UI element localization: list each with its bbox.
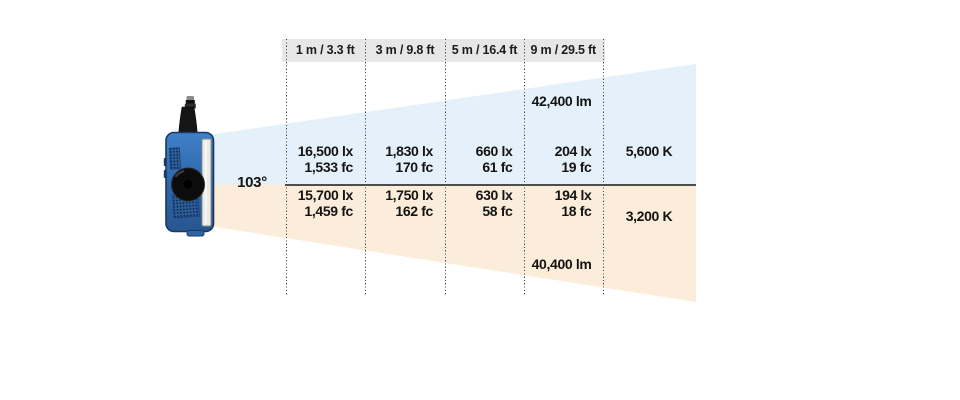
fc-5600k-1m: 1,533 fc — [304, 159, 353, 175]
fc-3200k-3m: 162 fc — [395, 203, 433, 219]
fc-5600k-9m: 19 fc — [561, 159, 592, 175]
gridline-9m — [524, 39, 525, 296]
cct-label-3200k: 3,200 K — [625, 208, 673, 224]
distance-header-band — [282, 39, 605, 62]
vent-grille-upper — [169, 147, 181, 170]
lumens-5600k: 42,400 lm — [531, 93, 592, 109]
fc-3200k-5m: 58 fc — [482, 203, 513, 219]
cct-label-5600k: 5,600 K — [625, 143, 673, 159]
gridline-3m — [365, 39, 366, 296]
fc-3200k-9m: 18 fc — [561, 203, 592, 219]
distance-header-1m: 1 m / 3.3 ft — [295, 43, 355, 57]
distance-header-5m: 5 m / 16.4 ft — [451, 43, 518, 57]
beam-angle-label: 103° — [237, 174, 267, 191]
gridline-5m — [444, 39, 446, 296]
lux-3200k-5m: 630 lx — [475, 187, 513, 203]
gridline-end — [602, 39, 604, 296]
fc-5600k-3m: 170 fc — [395, 159, 433, 175]
gridline-1m — [285, 39, 287, 296]
beam-cool-area — [209, 64, 696, 185]
beam-warm-area — [209, 184, 696, 302]
fc-5600k-5m: 61 fc — [482, 159, 513, 175]
distance-header-3m: 3 m / 9.8 ft — [375, 43, 435, 57]
fixture-foot — [186, 230, 205, 237]
lux-3200k-3m: 1,750 lx — [385, 187, 433, 203]
cct-divider-line — [285, 183, 696, 186]
lux-5600k-3m: 1,830 lx — [385, 143, 433, 159]
lux-5600k-1m: 16,500 lx — [297, 143, 354, 159]
lux-3200k-1m: 15,700 lx — [297, 187, 354, 203]
distance-header-9m: 9 m / 29.5 ft — [530, 43, 597, 57]
lux-5600k-9m: 204 lx — [554, 143, 592, 159]
lux-3200k-9m: 194 lx — [554, 187, 592, 203]
lumens-3200k: 40,400 lm — [531, 256, 592, 272]
lux-5600k-5m: 660 lx — [475, 143, 513, 159]
light-fixture-icon — [163, 96, 215, 237]
fc-3200k-1m: 1,459 fc — [304, 203, 353, 219]
